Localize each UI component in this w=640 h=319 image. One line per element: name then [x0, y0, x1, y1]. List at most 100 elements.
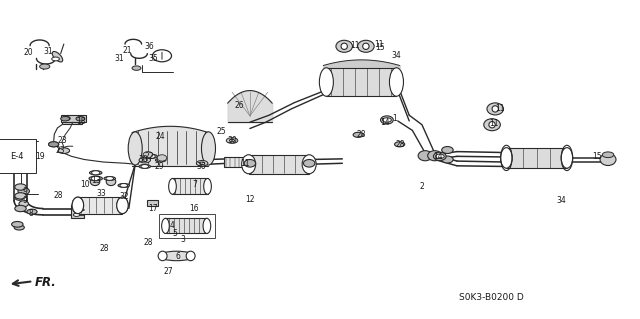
Ellipse shape — [157, 155, 167, 161]
Text: 11: 11 — [374, 40, 383, 48]
Text: 15: 15 — [593, 152, 602, 161]
Text: 11: 11 — [495, 104, 504, 113]
Text: 24: 24 — [156, 132, 165, 141]
Circle shape — [142, 159, 147, 161]
Ellipse shape — [428, 151, 442, 161]
Text: 2: 2 — [420, 182, 424, 191]
Text: 28: 28 — [396, 140, 405, 149]
Text: 18: 18 — [76, 117, 86, 126]
Text: 13: 13 — [91, 175, 100, 185]
Text: 23: 23 — [57, 136, 67, 145]
Ellipse shape — [487, 103, 504, 115]
Ellipse shape — [128, 132, 142, 165]
Ellipse shape — [169, 178, 176, 194]
Ellipse shape — [442, 146, 453, 153]
Ellipse shape — [118, 183, 129, 187]
Bar — [62, 118, 83, 124]
Ellipse shape — [156, 159, 166, 162]
Ellipse shape — [600, 153, 616, 166]
Circle shape — [76, 116, 85, 121]
Ellipse shape — [18, 188, 29, 195]
Circle shape — [74, 213, 80, 216]
Ellipse shape — [159, 251, 194, 261]
Ellipse shape — [49, 142, 59, 147]
Text: 34: 34 — [556, 196, 566, 205]
Ellipse shape — [104, 177, 115, 180]
Text: 36: 36 — [145, 42, 154, 51]
Bar — [166, 218, 207, 234]
Circle shape — [23, 160, 31, 164]
Ellipse shape — [203, 218, 211, 234]
Text: 14: 14 — [380, 118, 390, 127]
Ellipse shape — [143, 152, 153, 158]
Text: 14: 14 — [433, 152, 443, 161]
Text: S0K3-B0200 D: S0K3-B0200 D — [459, 293, 524, 301]
Text: FR.: FR. — [35, 276, 56, 289]
Ellipse shape — [186, 251, 195, 261]
Text: 28: 28 — [144, 238, 154, 247]
Bar — [147, 200, 158, 206]
Text: 15: 15 — [375, 43, 385, 52]
Bar — [159, 214, 214, 238]
Circle shape — [139, 157, 150, 163]
Text: 10: 10 — [80, 180, 90, 189]
Ellipse shape — [72, 197, 84, 214]
Bar — [61, 115, 86, 122]
Ellipse shape — [319, 68, 333, 96]
Ellipse shape — [336, 40, 353, 52]
Text: 34: 34 — [392, 51, 401, 60]
Text: 3: 3 — [180, 235, 186, 244]
Ellipse shape — [358, 40, 374, 52]
Ellipse shape — [442, 156, 453, 163]
Circle shape — [120, 183, 127, 187]
Circle shape — [383, 118, 392, 122]
Ellipse shape — [363, 43, 369, 49]
Circle shape — [157, 159, 164, 162]
Text: E-4: E-4 — [10, 152, 23, 161]
Ellipse shape — [15, 195, 24, 200]
Text: 9: 9 — [22, 196, 28, 205]
Text: 30: 30 — [138, 155, 148, 164]
Ellipse shape — [394, 142, 404, 147]
Text: 11: 11 — [240, 159, 250, 168]
Text: 4: 4 — [170, 221, 175, 230]
Ellipse shape — [381, 116, 394, 124]
Text: 35: 35 — [149, 55, 159, 63]
Ellipse shape — [58, 148, 70, 153]
Ellipse shape — [52, 51, 63, 62]
Ellipse shape — [500, 148, 512, 168]
Ellipse shape — [89, 176, 102, 181]
Text: 12: 12 — [245, 195, 255, 204]
Ellipse shape — [489, 122, 495, 128]
Ellipse shape — [72, 197, 84, 214]
Circle shape — [147, 154, 156, 159]
Ellipse shape — [492, 106, 499, 112]
Ellipse shape — [90, 171, 102, 175]
Bar — [506, 148, 567, 168]
Ellipse shape — [15, 205, 26, 212]
Ellipse shape — [244, 160, 255, 167]
Circle shape — [602, 152, 614, 158]
Ellipse shape — [145, 154, 157, 159]
Text: 33: 33 — [97, 189, 106, 198]
Circle shape — [23, 156, 31, 160]
Text: 29: 29 — [155, 162, 164, 171]
Circle shape — [200, 162, 205, 165]
Ellipse shape — [302, 155, 316, 174]
Bar — [326, 68, 396, 96]
Circle shape — [141, 165, 148, 168]
Ellipse shape — [158, 251, 167, 261]
Text: 11: 11 — [350, 41, 360, 49]
Ellipse shape — [561, 148, 573, 168]
Ellipse shape — [12, 221, 23, 227]
Circle shape — [49, 142, 59, 147]
Circle shape — [74, 209, 80, 212]
Ellipse shape — [90, 178, 100, 186]
Circle shape — [132, 66, 141, 70]
Ellipse shape — [63, 116, 70, 120]
Text: 11: 11 — [489, 119, 499, 128]
Text: 31: 31 — [115, 54, 124, 63]
Bar — [173, 178, 207, 194]
Bar — [248, 155, 309, 174]
Ellipse shape — [433, 152, 446, 160]
